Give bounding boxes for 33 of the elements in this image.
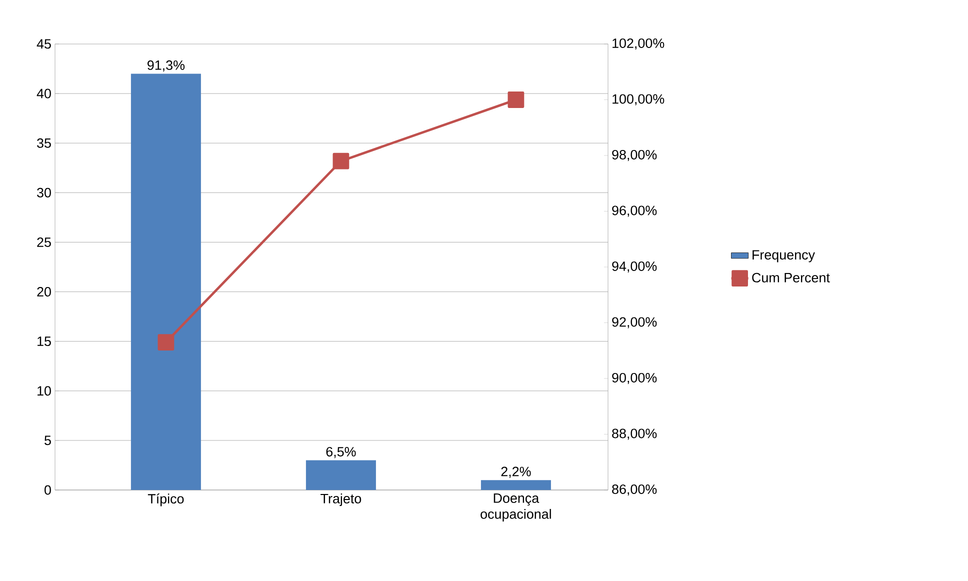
x-tick-label: Típico bbox=[148, 494, 184, 506]
x-tick-label: Trajeto bbox=[320, 494, 362, 506]
y-tick-label: 40 bbox=[36, 88, 51, 98]
bar bbox=[480, 480, 551, 490]
y-tick-label: 25 bbox=[37, 237, 51, 247]
y2-tick-label: 88,00% bbox=[612, 428, 657, 440]
y-tick-label: 20 bbox=[37, 287, 51, 297]
legend-label: Cum Percent bbox=[752, 272, 830, 282]
point bbox=[332, 152, 350, 170]
y-tick-label: 45 bbox=[36, 39, 51, 49]
legend-label: Frequency bbox=[752, 250, 815, 262]
y2-tick-label: 98,00% bbox=[612, 150, 657, 162]
y-tick-label: 5 bbox=[44, 436, 51, 446]
y2-tick-label: 92,00% bbox=[612, 317, 657, 328]
y-tick-label: 0 bbox=[44, 485, 51, 495]
y-tick-label: 10 bbox=[38, 386, 51, 396]
point bbox=[158, 334, 174, 350]
y2-tick-label: 86,00% bbox=[612, 484, 657, 496]
y2-tick-label: 90,00% bbox=[612, 372, 657, 384]
annotation: 2,2% bbox=[501, 466, 531, 478]
y2-tick-label: 100,00% bbox=[612, 94, 664, 106]
y2-tick-label: 94,00% bbox=[612, 261, 657, 273]
bar bbox=[130, 74, 201, 490]
y-tick-label: 15 bbox=[38, 336, 51, 346]
annotation: 6,5% bbox=[326, 446, 356, 458]
y-tick-label: 30 bbox=[37, 188, 51, 198]
bar bbox=[306, 460, 376, 490]
point bbox=[508, 92, 524, 108]
annotation: 91,3% bbox=[148, 60, 185, 72]
y-tick-label: 35 bbox=[37, 138, 51, 148]
y2-tick-label: 96,00% bbox=[612, 206, 657, 217]
x-tick-label: Doença ocupacional bbox=[480, 494, 551, 522]
y2-tick-label: 102,00% bbox=[612, 38, 664, 50]
